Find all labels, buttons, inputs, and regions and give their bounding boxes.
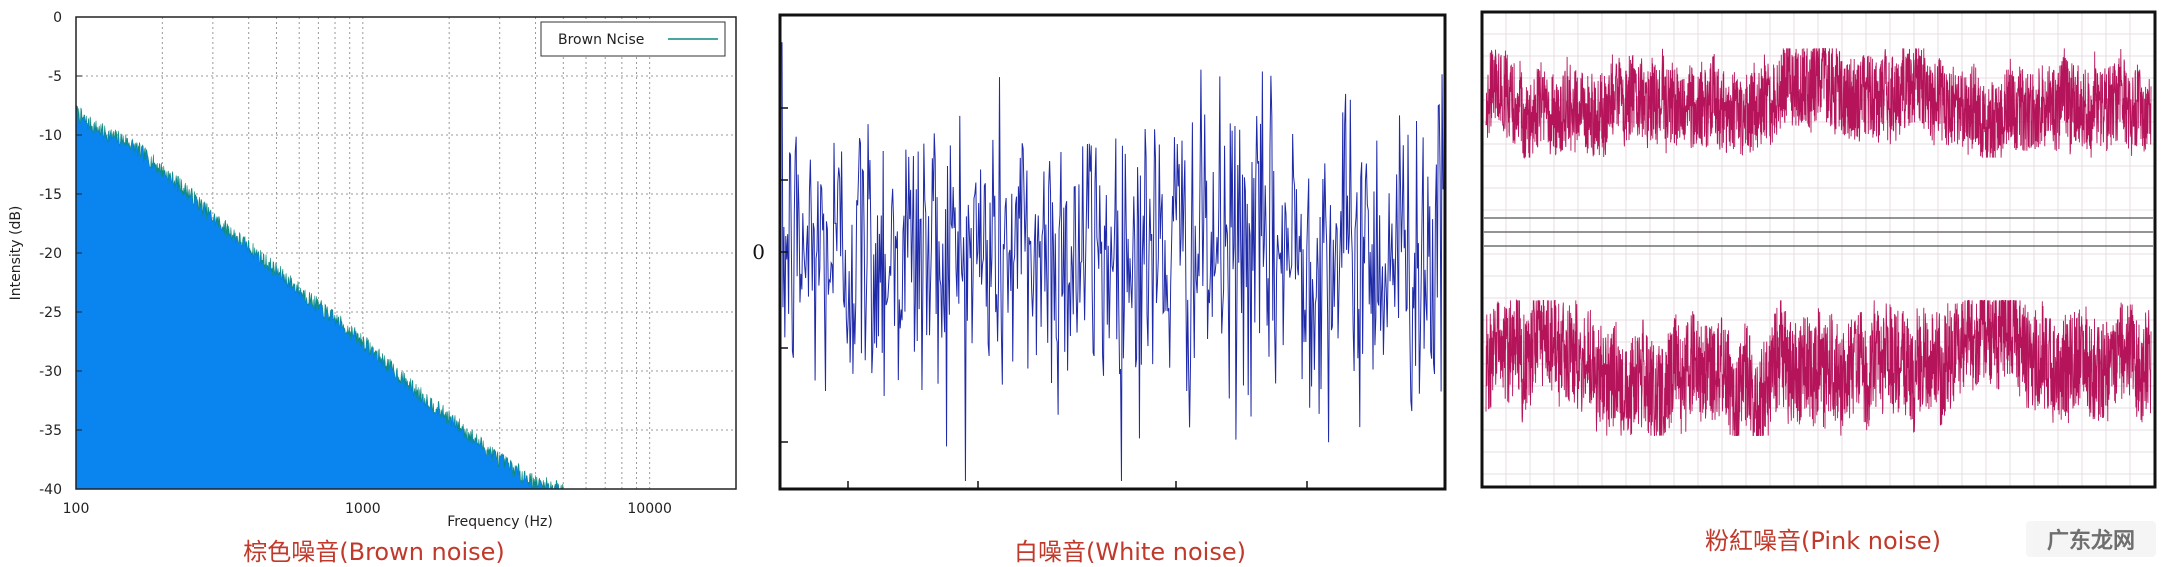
pink-noise-top-channel <box>1485 47 2152 160</box>
x-axis-label: Frequency (Hz) <box>447 514 553 530</box>
y-axis-label: Intensity (dB) <box>8 206 24 301</box>
x-tick-label: 1000 <box>345 501 381 517</box>
y-tick-label: -25 <box>39 305 62 321</box>
pink-noise-bottom-channel <box>1485 298 2152 437</box>
white-noise-line <box>781 42 1444 482</box>
pink-noise-caption: 粉紅噪音(Pink noise) <box>1705 527 1941 555</box>
white-noise-panel: 0 白噪音(White noise) <box>740 0 1460 566</box>
pink-noise-chart <box>1480 10 2157 489</box>
legend-label: Brown Ncise <box>558 32 644 48</box>
watermark-logo: 广东龙网 <box>2026 521 2156 557</box>
x-tick-label: 10000 <box>627 501 672 517</box>
y-tick-label: -15 <box>39 187 62 203</box>
brown-noise-area <box>75 105 564 490</box>
brown-noise-panel: 0 -5 -10 -15 -20 -25 -30 -35 -40 100 1000 10000 Freq… <box>0 0 740 566</box>
x-tick-label: 100 <box>63 501 90 517</box>
white-noise-caption: 白噪音(White noise) <box>1014 538 1246 566</box>
y-tick-label: -5 <box>48 69 62 85</box>
y-tick-label: -30 <box>39 364 62 380</box>
y-tick-label: -20 <box>39 246 62 262</box>
white-noise-chart: 0 <box>752 13 1447 491</box>
y-tick-label: 0 <box>752 240 765 264</box>
pink-noise-panel: 粉紅噪音(Pink noise) <box>1460 0 2166 566</box>
y-tick-label: -40 <box>39 482 62 498</box>
y-tick-label: -35 <box>39 423 62 439</box>
y-tick-label: 0 <box>53 10 62 26</box>
brown-noise-caption: 棕色噪音(Brown noise) <box>243 538 505 566</box>
plot-frame <box>1480 10 2157 489</box>
y-tick-label: -10 <box>39 128 62 144</box>
